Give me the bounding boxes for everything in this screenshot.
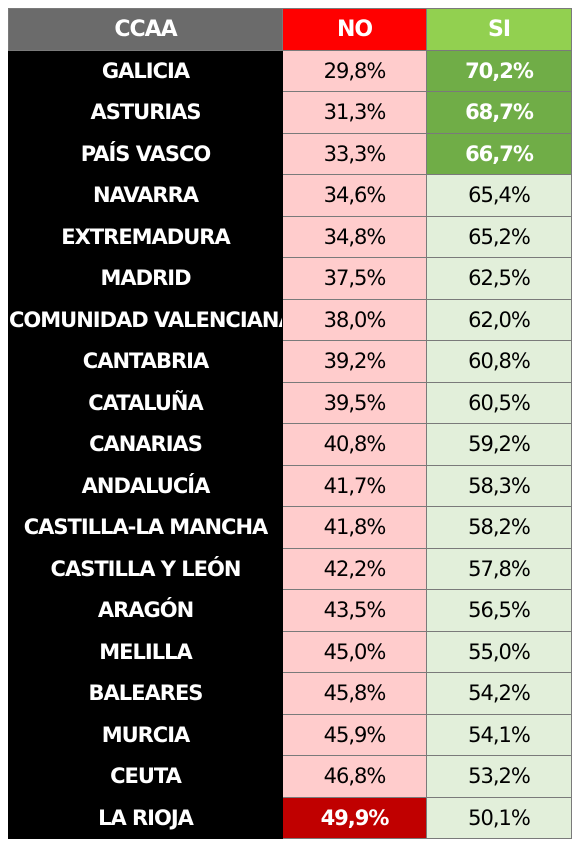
ccaa-cell: ARAGÓN (8, 589, 283, 632)
results-table: CCAA NO SI GALICIA 29,8% 70,2% ASTURIAS 31,3… (8, 8, 572, 839)
si-cell: 65,4% (426, 174, 572, 217)
table-row: MURCIA 45,9% 54,1% (8, 713, 572, 756)
table-row: EXTREMADURA 34,8% 65,2% (8, 215, 572, 258)
si-cell: 60,8% (426, 340, 572, 383)
ccaa-cell: PAÍS VASCO (8, 132, 283, 175)
ccaa-cell: COMUNIDAD VALENCIANA (8, 298, 283, 341)
no-cell: 49,9% (282, 796, 427, 839)
ccaa-cell: CATALUÑA (8, 381, 283, 424)
ccaa-cell: ANDALUCÍA (8, 464, 283, 507)
ccaa-cell: CEUTA (8, 755, 283, 798)
ccaa-cell: NAVARRA (8, 174, 283, 217)
table-row: ANDALUCÍA 41,7% 58,3% (8, 464, 572, 507)
no-cell: 42,2% (282, 547, 427, 590)
header-si: SI (426, 8, 572, 51)
table-row: CATALUÑA 39,5% 60,5% (8, 381, 572, 424)
no-cell: 41,8% (282, 506, 427, 549)
si-cell: 54,2% (426, 672, 572, 715)
ccaa-cell: MADRID (8, 257, 283, 300)
si-cell: 53,2% (426, 755, 572, 798)
ccaa-cell: LA RIOJA (8, 796, 283, 839)
si-cell: 58,2% (426, 506, 572, 549)
ccaa-cell: MELILLA (8, 630, 283, 673)
table-row: LA RIOJA 49,9% 50,1% (8, 796, 572, 839)
no-cell: 40,8% (282, 423, 427, 466)
table-row: CEUTA 46,8% 53,2% (8, 755, 572, 798)
no-cell: 39,2% (282, 340, 427, 383)
table-row: MELILLA 45,0% 55,0% (8, 630, 572, 673)
no-cell: 37,5% (282, 257, 427, 300)
ccaa-cell: ASTURIAS (8, 91, 283, 134)
no-cell: 41,7% (282, 464, 427, 507)
si-cell: 57,8% (426, 547, 572, 590)
si-cell: 60,5% (426, 381, 572, 424)
ccaa-cell: CASTILLA Y LEÓN (8, 547, 283, 590)
si-cell: 62,5% (426, 257, 572, 300)
no-cell: 45,9% (282, 713, 427, 756)
ccaa-cell: CANARIAS (8, 423, 283, 466)
table-row: BALEARES 45,8% 54,2% (8, 672, 572, 715)
ccaa-cell: EXTREMADURA (8, 215, 283, 258)
si-cell: 54,1% (426, 713, 572, 756)
table-row: NAVARRA 34,6% 65,4% (8, 174, 572, 217)
table-row: CANTABRIA 39,2% 60,8% (8, 340, 572, 383)
si-cell: 66,7% (426, 132, 572, 175)
si-cell: 70,2% (426, 49, 572, 92)
no-cell: 43,5% (282, 589, 427, 632)
si-cell: 56,5% (426, 589, 572, 632)
table-row: CANARIAS 40,8% 59,2% (8, 423, 572, 466)
no-cell: 29,8% (282, 49, 427, 92)
no-cell: 38,0% (282, 298, 427, 341)
ccaa-cell: MURCIA (8, 713, 283, 756)
ccaa-cell: BALEARES (8, 672, 283, 715)
no-cell: 34,6% (282, 174, 427, 217)
table-row: GALICIA 29,8% 70,2% (8, 49, 572, 92)
table-row: PAÍS VASCO 33,3% 66,7% (8, 132, 572, 175)
si-cell: 58,3% (426, 464, 572, 507)
ccaa-cell: GALICIA (8, 49, 283, 92)
header-row: CCAA NO SI (8, 8, 572, 51)
si-cell: 65,2% (426, 215, 572, 258)
table-body: GALICIA 29,8% 70,2% ASTURIAS 31,3% 68,7% PAÍS … (8, 49, 572, 839)
table-row: COMUNIDAD VALENCIANA 38,0% 62,0% (8, 298, 572, 341)
si-cell: 59,2% (426, 423, 572, 466)
table-row: CASTILLA-LA MANCHA 41,8% 58,2% (8, 506, 572, 549)
si-cell: 62,0% (426, 298, 572, 341)
no-cell: 34,8% (282, 215, 427, 258)
ccaa-cell: CANTABRIA (8, 340, 283, 383)
table-row: ASTURIAS 31,3% 68,7% (8, 91, 572, 134)
no-cell: 33,3% (282, 132, 427, 175)
no-cell: 31,3% (282, 91, 427, 134)
si-cell: 55,0% (426, 630, 572, 673)
table-row: ARAGÓN 43,5% 56,5% (8, 589, 572, 632)
si-cell: 50,1% (426, 796, 572, 839)
header-ccaa: CCAA (8, 8, 283, 51)
si-cell: 68,7% (426, 91, 572, 134)
header-no: NO (282, 8, 427, 51)
no-cell: 46,8% (282, 755, 427, 798)
no-cell: 45,0% (282, 630, 427, 673)
ccaa-cell: CASTILLA-LA MANCHA (8, 506, 283, 549)
no-cell: 39,5% (282, 381, 427, 424)
table-row: CASTILLA Y LEÓN 42,2% 57,8% (8, 547, 572, 590)
no-cell: 45,8% (282, 672, 427, 715)
table-row: MADRID 37,5% 62,5% (8, 257, 572, 300)
